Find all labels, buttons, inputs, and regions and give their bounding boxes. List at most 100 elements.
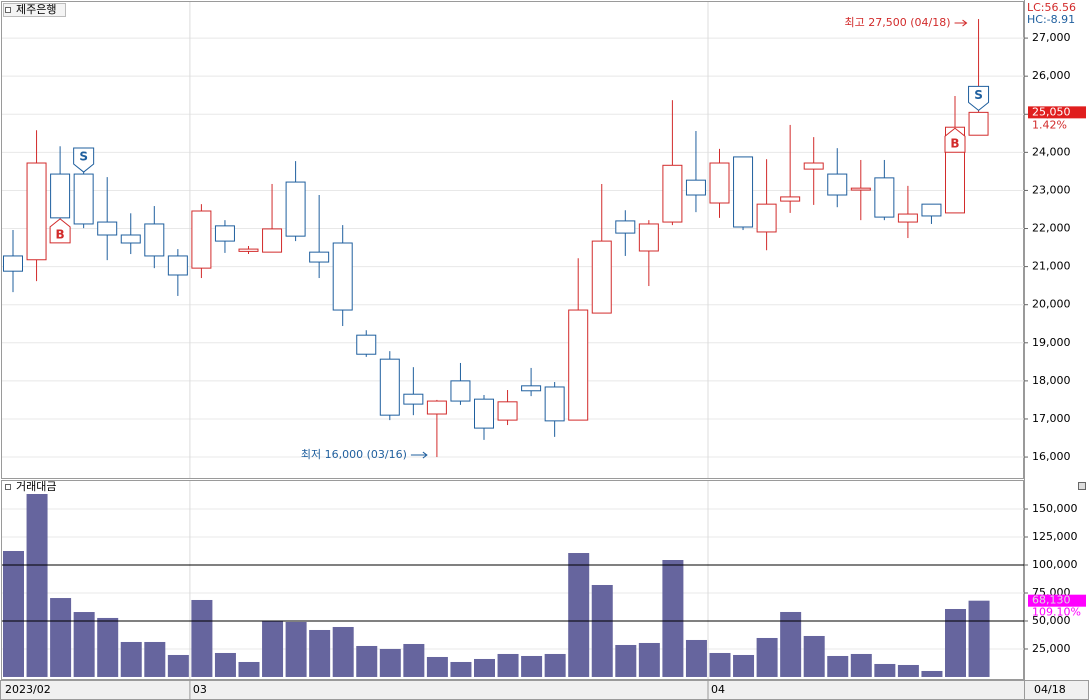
volume-bar xyxy=(921,670,943,677)
volume-bar xyxy=(426,656,448,677)
y-tick-label: 20,000 xyxy=(1032,298,1071,311)
y-tick-label: 17,000 xyxy=(1032,412,1071,425)
volume-bar xyxy=(544,653,566,677)
y-tick-label: 21,000 xyxy=(1032,260,1071,273)
volume-icon xyxy=(5,484,11,490)
y-tick-label: 100,000 xyxy=(1032,558,1078,571)
title-box xyxy=(3,3,66,17)
candle-body xyxy=(921,203,942,217)
volume-bar xyxy=(309,629,331,677)
volume-bar xyxy=(709,652,731,677)
volume-bar xyxy=(803,635,825,677)
volume-bar xyxy=(591,584,613,677)
panel-button[interactable] xyxy=(1078,482,1086,490)
candle-body xyxy=(167,255,188,276)
y-tick-label: 150,000 xyxy=(1032,502,1078,515)
candle-body xyxy=(285,181,306,237)
y-tick-label: 23,000 xyxy=(1032,183,1071,196)
volume-bar xyxy=(615,644,637,677)
y-tick-label: 26,000 xyxy=(1032,69,1071,82)
y-tick-label: 18,000 xyxy=(1032,374,1071,387)
candle-body xyxy=(3,255,23,272)
volume-bar xyxy=(262,620,284,677)
high-annotation: 최고 27,500 (04/18) xyxy=(845,16,951,29)
volume-bar xyxy=(73,612,95,677)
volume-bar xyxy=(26,493,48,677)
volume-bar xyxy=(97,617,119,677)
candle-body xyxy=(615,220,636,234)
candle-body xyxy=(780,196,801,202)
candle-body xyxy=(403,393,424,405)
volume-bar xyxy=(167,654,189,677)
volume-bar xyxy=(756,637,778,677)
candle-body xyxy=(591,240,612,314)
candle-body xyxy=(309,251,330,263)
volume-bar xyxy=(474,658,495,677)
volume-bar xyxy=(968,600,990,677)
low-arrow xyxy=(410,451,428,459)
candle-body xyxy=(238,248,259,252)
high-arrow xyxy=(954,19,968,27)
volume-bar xyxy=(662,560,684,677)
volume-bar xyxy=(497,653,519,677)
candle-body xyxy=(638,223,659,252)
volume-change: 109.10% xyxy=(1032,606,1081,619)
candle-body xyxy=(450,380,471,402)
candle-body xyxy=(685,179,706,196)
y-tick-label: 22,000 xyxy=(1032,222,1071,235)
volume-bar xyxy=(332,626,354,677)
volume-bar xyxy=(144,641,166,677)
y-tick-label: 25,000 xyxy=(1032,642,1071,655)
hc-label: HC:-8.91 xyxy=(1027,13,1075,26)
signal-label: B xyxy=(950,137,959,151)
candle-body xyxy=(850,187,871,191)
candle-body xyxy=(756,203,777,233)
candle-body xyxy=(497,401,518,421)
volume-bar xyxy=(780,611,802,677)
candle-body xyxy=(803,162,824,170)
volume-bar xyxy=(285,621,307,677)
candle-body xyxy=(262,228,283,253)
candle-body xyxy=(332,242,353,311)
candle-body xyxy=(73,173,94,225)
buy-signal xyxy=(49,218,71,244)
volume-bar xyxy=(521,655,543,677)
candle-body xyxy=(191,210,212,269)
x-tick-label: 2023/02 xyxy=(5,683,51,696)
sell-signal xyxy=(73,147,95,173)
candle-body xyxy=(26,162,47,261)
price-change: 1.42% xyxy=(1032,118,1067,131)
candle-body xyxy=(662,164,683,223)
x-tick-label: 04 xyxy=(711,683,725,696)
y-tick-label: 27,000 xyxy=(1032,31,1071,44)
candle-body xyxy=(568,309,589,421)
volume-bar xyxy=(850,653,872,677)
signal-label: S xyxy=(974,88,983,102)
volume-bar xyxy=(356,645,378,677)
y-tick-label: 50,000 xyxy=(1032,614,1071,627)
candle-body xyxy=(874,177,895,218)
candle-body xyxy=(50,173,71,219)
last-volume-box xyxy=(1028,594,1086,607)
candle-body xyxy=(214,225,235,242)
volume-bar xyxy=(3,550,24,677)
date-axis xyxy=(0,680,1089,700)
low-annotation: 최저 16,000 (03/16) xyxy=(301,448,407,461)
candle-body xyxy=(544,386,565,422)
candle-body xyxy=(733,156,754,228)
volume-bar xyxy=(945,608,966,677)
candle-body xyxy=(426,400,447,415)
y-tick-label: 24,000 xyxy=(1032,145,1071,158)
volume-bar xyxy=(827,655,849,677)
volume-bar xyxy=(214,652,236,677)
candle-body xyxy=(120,234,141,244)
candle-body xyxy=(144,223,165,257)
candle-body xyxy=(521,385,542,392)
volume-bar xyxy=(897,664,919,677)
y-tick-label: 16,000 xyxy=(1032,450,1071,463)
volume-bar xyxy=(403,643,425,677)
volume-bar xyxy=(874,663,896,677)
